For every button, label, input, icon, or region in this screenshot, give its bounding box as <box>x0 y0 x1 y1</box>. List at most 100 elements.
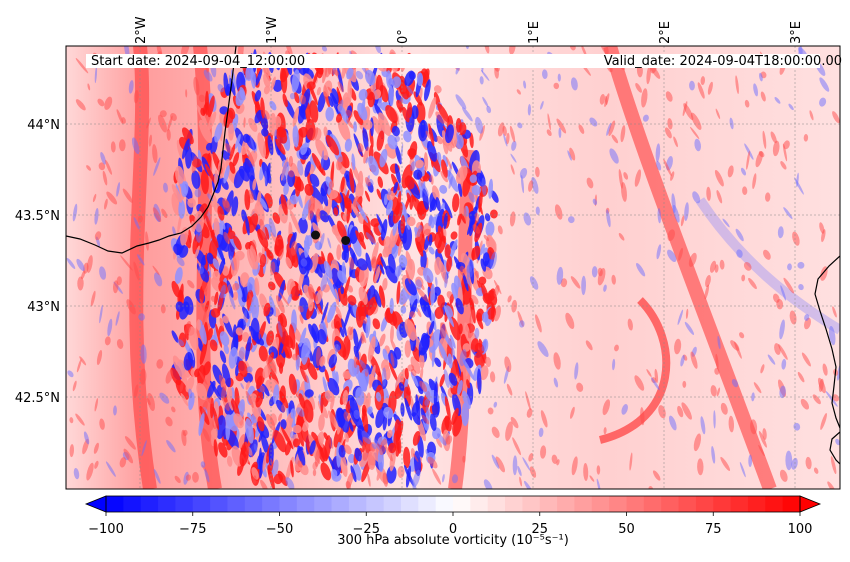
vorticity-cell <box>700 76 706 86</box>
vorticity-cell <box>434 357 442 368</box>
vorticity-cell <box>257 132 267 158</box>
vorticity-cell <box>147 393 156 411</box>
vorticity-cell <box>264 226 270 240</box>
vorticity-cell <box>439 322 447 340</box>
vorticity-cell <box>200 169 209 195</box>
vorticity-cell <box>469 132 474 149</box>
vorticity-cell <box>759 72 763 82</box>
vorticity-cell <box>783 277 795 294</box>
vorticity-cell <box>133 261 140 281</box>
vorticity-cell <box>629 452 633 471</box>
vorticity-cell <box>188 388 193 399</box>
vorticity-cell <box>416 228 423 242</box>
vorticity-cell <box>205 213 214 236</box>
vorticity-cell <box>316 86 321 96</box>
vorticity-cell <box>387 429 393 439</box>
colorbar-block <box>348 496 367 512</box>
vorticity-cell <box>437 433 447 446</box>
vorticity-cell <box>611 274 616 285</box>
vorticity-cell <box>290 459 294 478</box>
vorticity-cell <box>99 266 107 280</box>
marker-point-2 <box>341 235 351 245</box>
vorticity-cell <box>641 88 648 108</box>
vorticity-cell <box>497 225 503 235</box>
vorticity-cell <box>832 394 840 402</box>
vorticity-cell <box>404 319 417 341</box>
vorticity-cell <box>444 244 451 258</box>
vorticity-cell <box>748 454 753 467</box>
vorticity-cell <box>451 407 459 425</box>
colorbar-block <box>574 496 593 512</box>
vorticity-cell <box>307 362 318 380</box>
vorticity-cell <box>291 69 300 93</box>
vorticity-cell <box>428 320 435 335</box>
vorticity-cell <box>287 170 295 178</box>
vorticity-cell <box>523 80 527 89</box>
vorticity-cell <box>245 216 250 236</box>
vorticity-cell <box>330 161 335 185</box>
vorticity-cell <box>429 329 441 353</box>
vorticity-cell <box>503 133 508 147</box>
vorticity-cell <box>667 249 677 262</box>
vorticity-cell <box>152 144 158 164</box>
vorticity-cell <box>370 218 380 228</box>
vorticity-cell <box>347 453 356 464</box>
vorticity-cell <box>445 435 453 445</box>
vorticity-cell <box>391 226 400 248</box>
vorticity-cell <box>349 168 355 194</box>
vorticity-cell <box>364 177 371 187</box>
colorbar-extend-high <box>799 495 822 513</box>
vorticity-cell <box>171 280 181 298</box>
vorticity-cell <box>586 177 594 189</box>
vorticity-cell <box>104 198 108 210</box>
colorbar-block <box>314 496 333 512</box>
vorticity-cell <box>318 165 326 176</box>
vorticity-cell <box>242 331 250 343</box>
vorticity-cell <box>478 190 483 213</box>
vorticity-cell <box>478 276 487 285</box>
vorticity-cell <box>646 369 652 377</box>
vorticity-cell <box>511 140 517 151</box>
coastlines <box>66 46 840 465</box>
vorticity-cell <box>546 129 552 137</box>
vorticity-cell <box>210 295 216 303</box>
vorticity-cell <box>413 169 423 180</box>
vorticity-cell <box>424 398 430 406</box>
vorticity-cell <box>493 280 502 295</box>
vorticity-cell <box>509 46 516 55</box>
vorticity-cell <box>353 345 360 361</box>
vorticity-cell <box>772 140 780 157</box>
vorticity-cell <box>404 397 413 421</box>
vorticity-cell <box>235 327 244 336</box>
vorticity-cell <box>364 190 371 202</box>
vorticity-cell <box>751 392 755 402</box>
vorticity-cell <box>218 258 226 276</box>
vorticity-cell <box>444 395 451 421</box>
vorticity-cell <box>489 371 496 383</box>
vorticity-cell <box>827 481 836 489</box>
vorticity-cell <box>343 411 351 422</box>
vorticity-cell <box>353 110 364 126</box>
colorbar-block <box>661 496 680 512</box>
vorticity-cell <box>758 150 765 158</box>
vorticity-cell <box>692 191 701 204</box>
vorticity-cell <box>228 74 231 88</box>
vorticity-cell <box>382 348 389 362</box>
colorbar-block <box>643 496 662 512</box>
lon-tick-label: 1°E <box>527 21 542 44</box>
vorticity-cell <box>471 245 481 260</box>
vorticity-cell <box>438 341 450 366</box>
vorticity-cell <box>485 356 492 368</box>
vorticity-cell <box>506 383 513 396</box>
vorticity-cell <box>333 207 339 216</box>
vorticity-cell <box>427 456 438 469</box>
vorticity-cell <box>664 127 672 139</box>
vorticity-cell <box>131 137 140 155</box>
vorticity-cell <box>215 323 222 348</box>
vorticity-cell <box>325 134 340 156</box>
vorticity-cell <box>172 355 186 379</box>
vorticity-cell <box>437 294 445 308</box>
vorticity-cell <box>269 261 276 276</box>
vorticity-cell <box>317 91 326 113</box>
vorticity-cell <box>153 157 161 176</box>
